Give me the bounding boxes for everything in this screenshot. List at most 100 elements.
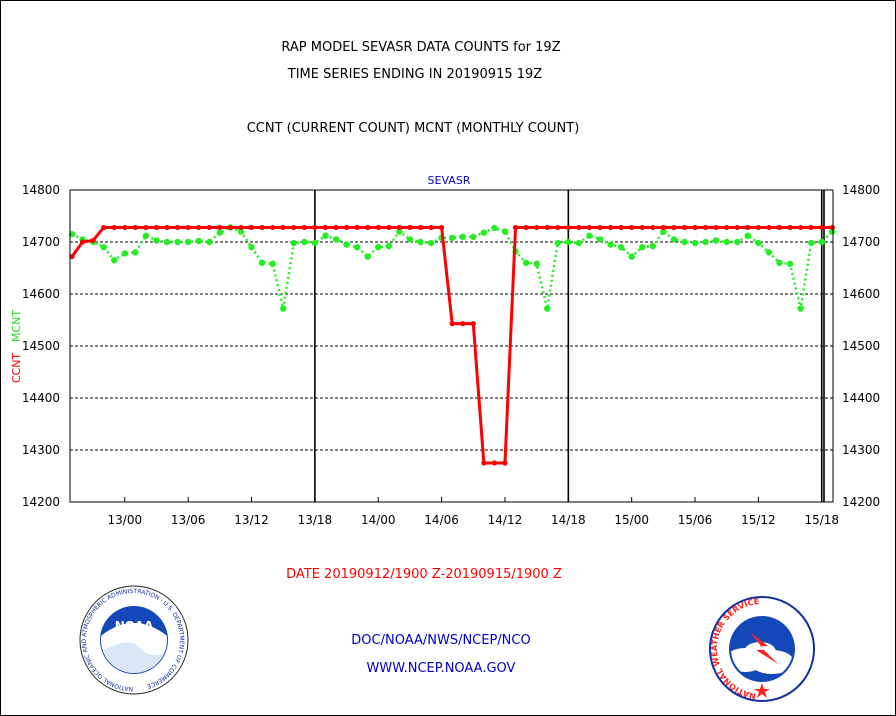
mcnt-point: [586, 232, 593, 239]
mcnt-point: [385, 242, 392, 250]
ccnt-point: [164, 224, 170, 231]
ccnt-point: [534, 224, 540, 231]
noaa-logo-center: NOAA: [115, 619, 154, 633]
ccnt-point: [586, 224, 593, 231]
mcnt-point: [111, 257, 118, 264]
ccnt-point: [523, 224, 529, 231]
mcnt-point: [808, 239, 815, 247]
chart-title: RAP MODEL SEVASR DATA COUNTS for 19Z: [281, 40, 560, 55]
y-tick-label-right: 14300: [842, 443, 880, 457]
ccnt-point: [766, 224, 772, 231]
mcnt-point: [311, 239, 319, 247]
ccnt-point: [375, 224, 381, 231]
ccnt-point: [618, 224, 624, 231]
mcnt-point: [565, 238, 572, 246]
x-tick-label: 13/00: [108, 513, 143, 527]
mcnt-point: [195, 237, 202, 245]
ccnt-point: [196, 224, 202, 231]
ccnt-point: [734, 224, 740, 231]
mcnt-point: [396, 228, 403, 235]
chart-description: CCNT (CURRENT COUNT) MCNT (MONTHLY COUNT…: [247, 121, 580, 136]
mcnt-point: [269, 260, 276, 268]
y-axis-label-mcnt: MCNT: [10, 310, 23, 342]
ccnt-point: [713, 224, 719, 231]
mcnt-point: [617, 244, 625, 251]
plot-area-border: [69, 189, 834, 503]
mcnt-point: [216, 229, 224, 236]
mcnt-point: [702, 238, 709, 246]
mcnt-point: [163, 238, 171, 246]
y-tick-label-right: 14700: [842, 235, 880, 249]
ccnt-point: [470, 321, 476, 327]
mcnt-point: [174, 238, 181, 246]
ccnt-point: [417, 224, 424, 231]
mcnt-point: [723, 238, 730, 246]
mcnt-point: [364, 253, 371, 260]
x-tick-label: 15/00: [614, 513, 649, 527]
mcnt-point: [470, 233, 477, 240]
mcnt-point: [712, 237, 720, 244]
mcnt-point: [776, 259, 783, 266]
ccnt-point: [629, 224, 635, 231]
ccnt-point: [90, 237, 96, 244]
ccnt-point: [671, 224, 677, 231]
mcnt-point: [501, 228, 509, 235]
ccnt-point: [565, 224, 571, 231]
mcnt-point: [406, 236, 414, 243]
mcnt-point: [681, 238, 688, 246]
ccnt-point: [354, 224, 360, 231]
mcnt-point: [660, 228, 667, 235]
ccnt-point: [555, 224, 561, 231]
mcnt-point: [554, 239, 561, 247]
ccnt-point: [386, 224, 392, 231]
mcnt-point: [607, 241, 614, 248]
mcnt-point: [691, 239, 699, 247]
mcnt-point: [353, 244, 361, 251]
ccnt-point: [439, 224, 445, 231]
mcnt-point: [765, 249, 773, 256]
ccnt-point: [692, 224, 698, 231]
ccnt-point: [280, 224, 286, 231]
y-tick-label-right: 14500: [842, 339, 880, 353]
mcnt-point: [575, 239, 583, 247]
ccnt-point: [79, 239, 86, 245]
ccnt-point: [206, 224, 212, 231]
mcnt-point: [544, 305, 551, 312]
y-tick-label-left: 14400: [22, 391, 60, 405]
ccnt-point: [639, 224, 645, 231]
mcnt-point: [322, 232, 329, 239]
mcnt-point: [132, 249, 139, 256]
y-tick-label-left: 14300: [22, 443, 60, 457]
mcnt-point: [258, 259, 266, 266]
ccnt-point: [512, 224, 519, 231]
y-tick-label-left: 14200: [22, 495, 60, 509]
date-range: DATE 20190912/1900 Z-20190915/1900 Z: [286, 567, 562, 582]
ccnt-point: [819, 224, 825, 231]
y-axis-label-ccnt: CCNT: [10, 353, 23, 384]
nws-logo: NATIONAL WEATHER SERVICE: [709, 596, 815, 702]
ccnt-point: [365, 224, 371, 231]
x-tick-label: 14/18: [551, 513, 586, 527]
x-tick-label: 15/06: [678, 513, 713, 527]
mcnt-point: [237, 228, 245, 235]
mcnt-point: [248, 244, 255, 251]
x-tick-label: 13/12: [234, 513, 269, 527]
mcnt-point: [829, 228, 836, 235]
ccnt-point: [101, 224, 107, 231]
y-tick-label-left: 14800: [22, 183, 60, 197]
ccnt-point: [808, 224, 814, 231]
mcnt-point: [755, 239, 762, 247]
x-tick-labels: 13/00 13/06 13/12 13/18 14/00 14/06 14/12 14/18…: [108, 513, 840, 527]
mcnt-point: [290, 239, 297, 247]
ccnt-point: [755, 224, 762, 231]
mcnt-point: [417, 238, 424, 246]
ccnt-point: [660, 224, 666, 231]
ccnt-point: [396, 224, 402, 231]
y-tick-label-right: 14200: [842, 495, 880, 509]
y-tick-label-left: 14500: [22, 339, 60, 353]
ccnt-point: [544, 224, 550, 231]
ccnt-point: [217, 224, 223, 231]
ccnt-point: [798, 224, 804, 231]
mcnt-point: [786, 260, 794, 268]
mcnt-point: [522, 259, 530, 266]
